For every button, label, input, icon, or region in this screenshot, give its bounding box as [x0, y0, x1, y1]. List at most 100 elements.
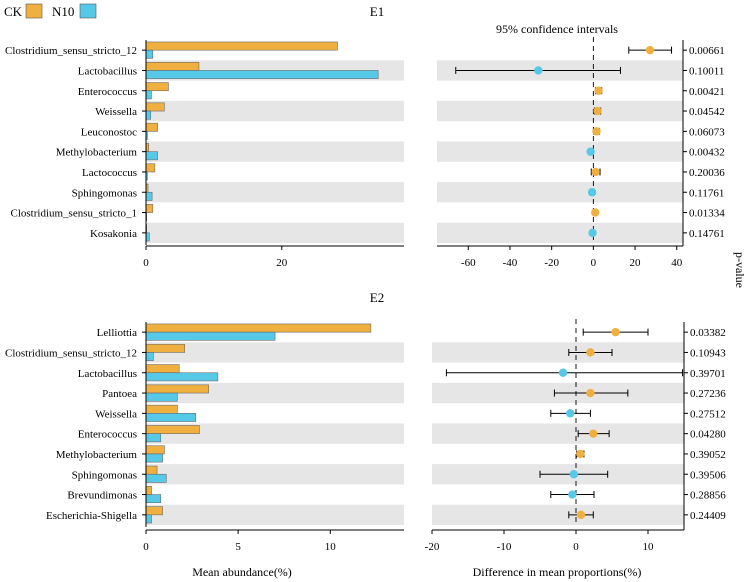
ci-point-n10 — [587, 188, 597, 197]
ci-row-stripe — [432, 504, 684, 525]
bar-ck — [145, 364, 180, 374]
bar-n10 — [145, 49, 154, 59]
ci-title: 95% confidence intervals — [496, 22, 618, 36]
ci-point-ck — [586, 388, 595, 398]
p-value-label: 0.39052 — [690, 449, 726, 461]
panel-1: Clostridium_sensu_stricto_12 Lactobacillu… — [5, 37, 725, 269]
bar-row-stripe — [146, 182, 404, 203]
ci-x-tick-label: -60 — [461, 257, 476, 269]
ci-point-n10 — [558, 368, 568, 377]
ci-x-tick-label: 10 — [643, 541, 655, 553]
legend-label-n10: N10 — [52, 4, 74, 19]
category-label: Enterococcus — [78, 429, 137, 441]
p-value-label: 0.11761 — [689, 187, 724, 199]
ci-point-ck — [576, 449, 585, 459]
bar-ck — [145, 323, 372, 333]
ci-point-n10 — [588, 228, 597, 238]
ci-row-stripe — [437, 141, 683, 162]
bar-ck — [145, 404, 178, 414]
category-label: Leuconostoc — [81, 126, 137, 138]
ci-x-tick-label: 20 — [630, 257, 642, 269]
bar-row-stripe — [146, 382, 404, 404]
bar-n10 — [145, 433, 162, 443]
bar-x-axis-title: Mean abundance(%) — [192, 565, 292, 579]
category-label: Weissella — [95, 106, 137, 118]
bar-ck — [145, 445, 165, 455]
category-label: Clostridium_sensu_stricto_12 — [5, 347, 137, 359]
p-value-label: 0.27512 — [690, 408, 726, 420]
bar-n10 — [145, 331, 276, 341]
p-value-label: 0.10943 — [690, 347, 726, 359]
bar-x-tick-label: 0 — [143, 541, 149, 553]
ci-point-n10 — [568, 490, 577, 499]
bar-ck — [145, 486, 152, 495]
panel-2: Lelliottia Clostridium_sensu_stricto_12 La… — [5, 319, 726, 553]
p-value-label: 0.00432 — [689, 147, 725, 159]
bar-row-stripe — [146, 141, 404, 162]
ci-point-ck — [576, 510, 586, 520]
bar-n10 — [145, 191, 153, 201]
bar-row-stripe — [146, 100, 404, 122]
p-value-label: 0.39506 — [690, 469, 726, 481]
category-label: Sphingomonas — [72, 187, 137, 199]
category-label: Methylobacterium — [56, 449, 138, 461]
legend: CK N10 — [4, 3, 97, 19]
bar-ck — [145, 122, 158, 132]
bar-row-stripe — [146, 222, 404, 243]
ci-point-n10 — [586, 147, 595, 156]
p-value-label: 0.24409 — [690, 510, 726, 522]
category-label: Escherichia-Shigella — [46, 510, 137, 522]
bar-n10 — [145, 494, 162, 504]
bar-n10 — [145, 514, 152, 524]
bar-x-tick-label: 20 — [276, 257, 288, 269]
ci-point-ck — [611, 327, 620, 337]
ci-point-ck — [591, 208, 600, 217]
ci-point-ck — [645, 45, 655, 55]
bar-ck — [145, 343, 186, 353]
ci-row-stripe — [437, 100, 683, 122]
bar-n10 — [145, 372, 219, 382]
bar-ck — [145, 41, 338, 51]
bar-ck — [145, 425, 200, 434]
ci-point-n10 — [566, 409, 575, 418]
bar-ck — [145, 102, 165, 112]
p-value-label: 0.20036 — [689, 167, 725, 179]
category-label: Kosakonia — [90, 228, 137, 240]
p-value-label: 0.04542 — [689, 106, 725, 118]
legend-swatch-n10 — [79, 3, 97, 19]
p-value-label: 0.04280 — [690, 429, 726, 441]
category-label: Clostridium_sensu_stricto_1 — [11, 208, 138, 220]
p-value-label: 0.00421 — [689, 86, 725, 98]
bar-n10 — [145, 151, 158, 161]
ci-row-stripe — [432, 423, 684, 444]
bar-n10 — [145, 473, 167, 483]
category-label: Lactococcus — [82, 167, 137, 179]
ci-x-tick-label: -20 — [544, 257, 559, 269]
ci-point-ck — [586, 348, 595, 357]
bar-n10 — [145, 110, 152, 120]
category-label: Enterococcus — [78, 86, 137, 98]
category-label: Sphingomonas — [72, 469, 137, 481]
category-label: Pantoea — [102, 388, 137, 400]
bar-ck — [145, 506, 163, 516]
bar-n10 — [145, 352, 154, 361]
legend-label-ck: CK — [4, 4, 23, 19]
p-value-label: 0.10011 — [689, 65, 724, 77]
bar-row-stripe — [146, 464, 404, 485]
category-label: Lelliottia — [97, 327, 137, 339]
bar-x-tick-label: 5 — [235, 541, 241, 553]
ci-point-ck — [591, 167, 600, 177]
p-value-label: 0.39701 — [690, 368, 726, 380]
chart-marks: Clostridium_sensu_stricto_12 Lactobacillu… — [5, 37, 726, 553]
ci-point-n10 — [569, 470, 579, 479]
category-label: Weissella — [95, 408, 137, 420]
panel-title-e2: E2 — [370, 290, 384, 305]
bar-ck — [145, 61, 200, 71]
p-value-label: 0.14761 — [689, 228, 725, 240]
p-value-label: 0.27236 — [690, 388, 726, 400]
bar-x-tick-label: 10 — [325, 541, 337, 553]
bar-ck — [145, 384, 209, 394]
ci-point-ck — [589, 429, 598, 438]
category-label: Lactobacillus — [78, 368, 137, 380]
bar-n10 — [145, 392, 178, 402]
